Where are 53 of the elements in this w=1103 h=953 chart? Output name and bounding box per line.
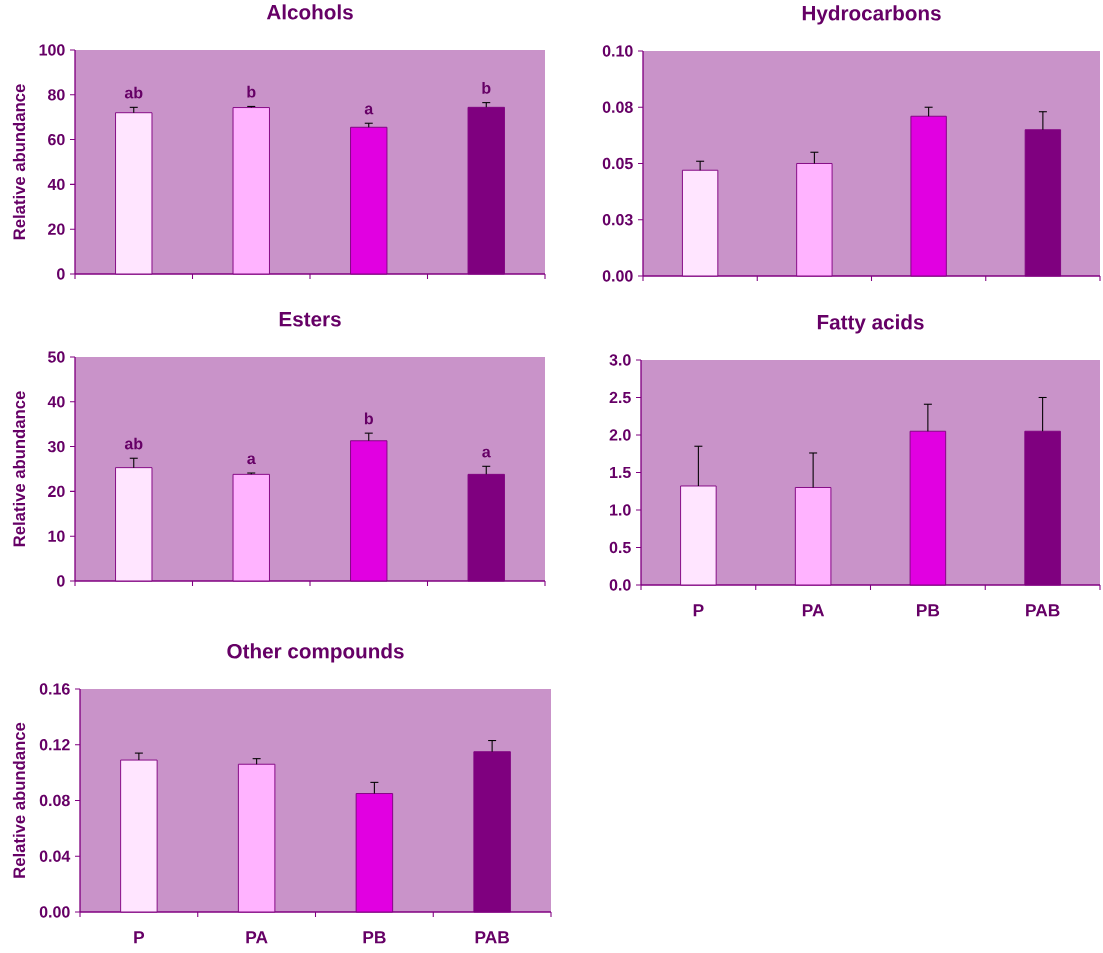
chart-title: Alcohols	[266, 4, 353, 20]
x-tick-label: PB	[916, 604, 940, 617]
annotation: a	[247, 455, 256, 465]
annotation: ab	[124, 86, 143, 99]
y-tick-label: 80	[48, 89, 65, 101]
y-tick-label: 30	[47, 440, 65, 453]
y-tick-label: 0.03	[602, 214, 633, 226]
y-tick-label: 1.5	[610, 466, 631, 479]
y-tick-label: 0	[57, 575, 65, 587]
y-tick-label: 0.0	[609, 579, 631, 591]
annotation: b	[364, 412, 373, 425]
y-tick-label: 0.00	[39, 906, 70, 918]
y-axis-title: Relative abundance	[12, 391, 26, 547]
y-tick-label: 0.10	[602, 45, 633, 57]
x-tick-label: PB	[363, 931, 386, 944]
y-tick-label: 60	[48, 133, 65, 146]
y-tick-label: 0.08	[39, 794, 70, 807]
y-tick-label: 0.16	[39, 683, 70, 695]
y-tick-label: 0.08	[602, 101, 633, 113]
y-tick-label: 40	[47, 178, 65, 191]
x-tick-label: PAB	[1026, 604, 1060, 617]
y-tick-label: 3.0	[609, 354, 631, 366]
y-tick-label: 10	[48, 530, 65, 542]
y-tick-label: 0.05	[602, 157, 633, 170]
x-tick-label: PAB	[475, 931, 509, 944]
annotation: ab	[124, 437, 143, 450]
chart-title: Fatty acids	[817, 314, 924, 334]
chart-title: Other compounds	[227, 643, 404, 663]
y-tick-label: 1.0	[610, 504, 631, 516]
y-tick-label: 0	[57, 268, 65, 280]
x-tick-label: PA	[246, 931, 268, 944]
y-tick-label: 20	[48, 485, 65, 498]
x-tick-label: P	[693, 604, 704, 617]
chart-title: Hydrocarbons	[802, 5, 941, 25]
y-tick-label: 40	[47, 396, 65, 408]
y-tick-label: 0.5	[609, 541, 631, 554]
y-tick-label: 20	[48, 223, 65, 235]
y-tick-label: 2.5	[609, 391, 631, 404]
y-tick-label: 100	[39, 44, 65, 56]
y-tick-label: 2.0	[609, 429, 631, 441]
annotation: a	[364, 105, 374, 115]
annotation: b	[482, 82, 491, 94]
y-tick-label: 0.12	[39, 739, 70, 751]
y-axis-title: Relative abundance	[12, 722, 26, 878]
x-tick-label: P	[134, 931, 145, 944]
annotation: a	[482, 448, 491, 458]
y-axis-title: Relative abundance	[12, 84, 26, 240]
y-tick-label: 0.04	[39, 850, 71, 862]
y-tick-label: 0.00	[602, 270, 633, 282]
y-tick-label: 50	[48, 351, 65, 363]
x-tick-label: PA	[802, 604, 825, 617]
chart-title: Esters	[279, 312, 341, 327]
annotation: b	[247, 85, 256, 98]
